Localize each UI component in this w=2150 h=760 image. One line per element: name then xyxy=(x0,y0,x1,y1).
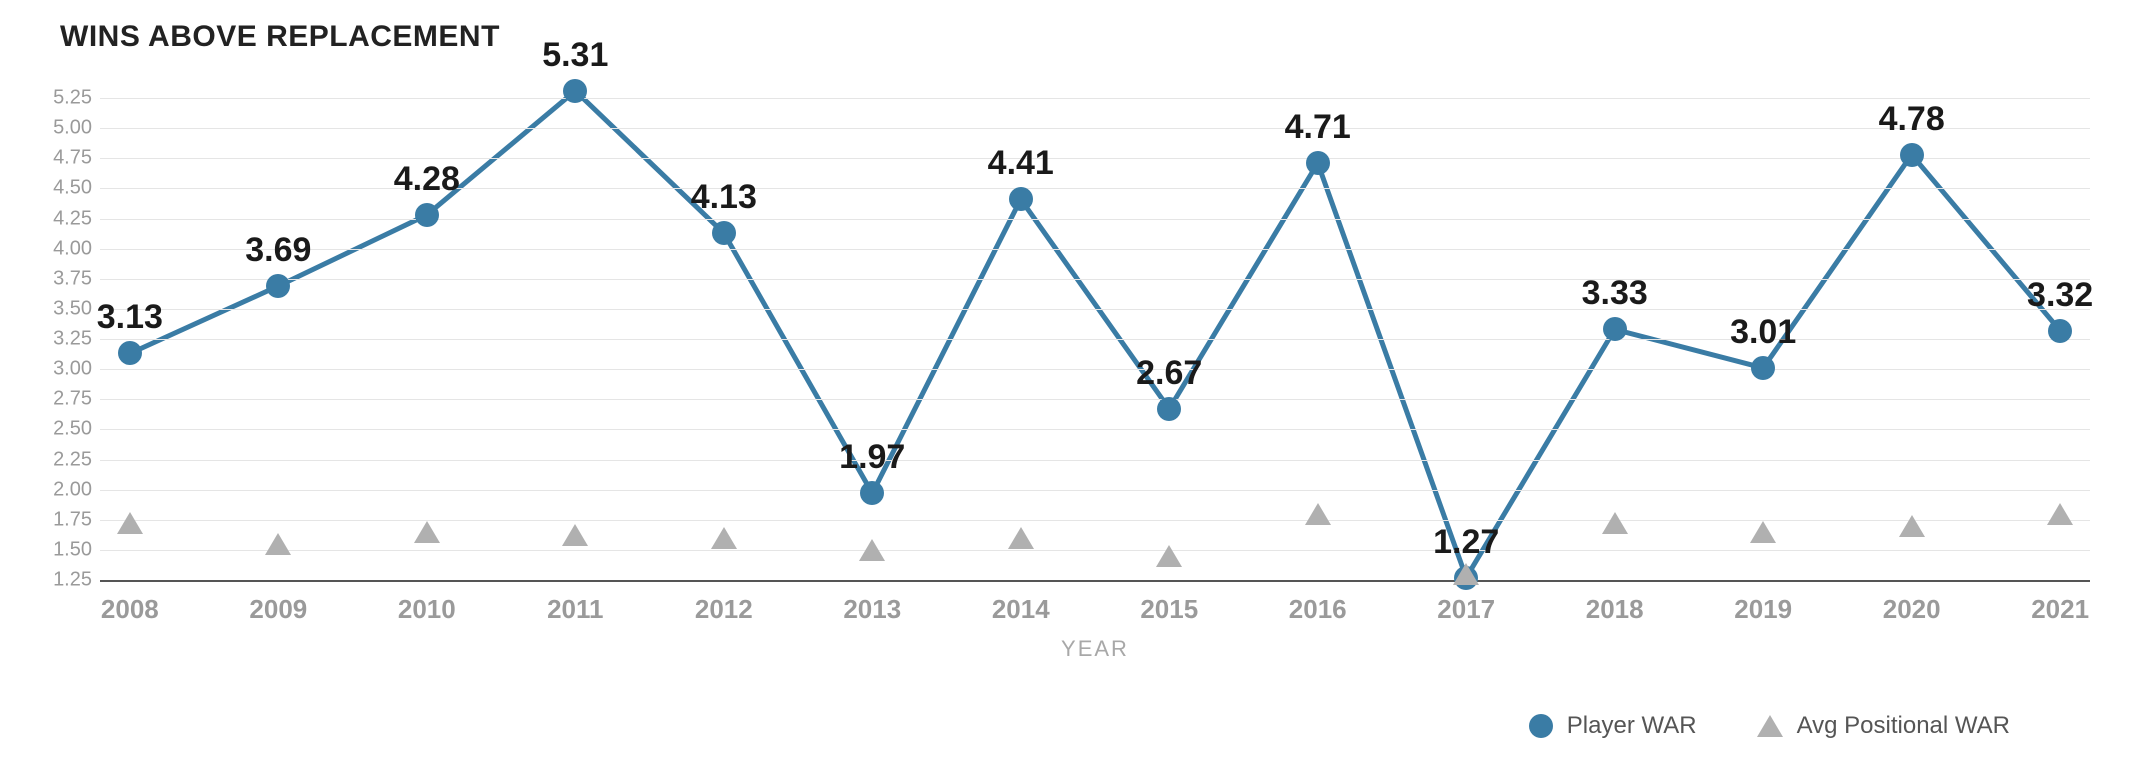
player-war-point[interactable] xyxy=(1306,151,1330,175)
player-war-point[interactable] xyxy=(860,481,884,505)
x-tick-label: 2010 xyxy=(398,580,456,625)
x-tick-label: 2013 xyxy=(843,580,901,625)
x-tick-label: 2015 xyxy=(1140,580,1198,625)
chart-plot-area: 1.251.501.752.002.252.502.753.003.253.50… xyxy=(100,80,2090,580)
gridline xyxy=(100,98,2090,99)
avg-positional-war-point[interactable] xyxy=(265,533,291,555)
x-tick-label: 2011 xyxy=(547,580,603,625)
x-tick-label: 2009 xyxy=(249,580,307,625)
gridline xyxy=(100,460,2090,461)
y-tick-label: 3.50 xyxy=(53,297,100,320)
avg-positional-war-point[interactable] xyxy=(1750,521,1776,543)
x-tick-label: 2008 xyxy=(101,580,159,625)
y-tick-label: 2.00 xyxy=(53,478,100,501)
y-tick-label: 2.50 xyxy=(53,418,100,441)
y-tick-label: 3.75 xyxy=(53,267,100,290)
gridline xyxy=(100,490,2090,491)
player-war-value-label: 3.69 xyxy=(245,231,311,270)
gridline xyxy=(100,279,2090,280)
player-war-point[interactable] xyxy=(2048,319,2072,343)
legend-label: Avg Positional WAR xyxy=(1797,712,2010,740)
y-tick-label: 1.75 xyxy=(53,508,100,531)
chart-container: WINS ABOVE REPLACEMENT 1.251.501.752.002… xyxy=(0,0,2150,760)
gridline xyxy=(100,550,2090,551)
y-tick-label: 3.00 xyxy=(53,358,100,381)
x-tick-label: 2020 xyxy=(1883,580,1941,625)
player-war-point[interactable] xyxy=(1603,317,1627,341)
y-tick-label: 2.25 xyxy=(53,448,100,471)
y-tick-label: 4.50 xyxy=(53,177,100,200)
player-war-value-label: 3.01 xyxy=(1730,313,1796,352)
gridline xyxy=(100,249,2090,250)
avg-positional-war-point[interactable] xyxy=(562,524,588,546)
gridline xyxy=(100,520,2090,521)
legend: Player WAR Avg Positional WAR xyxy=(1529,712,2010,740)
gridline xyxy=(100,429,2090,430)
legend-item-player[interactable]: Player WAR xyxy=(1529,712,1697,740)
player-war-value-label: 4.13 xyxy=(691,178,757,217)
avg-positional-war-point[interactable] xyxy=(1156,545,1182,567)
player-war-point[interactable] xyxy=(1751,356,1775,380)
y-tick-label: 1.50 xyxy=(53,538,100,561)
gridline xyxy=(100,219,2090,220)
player-war-value-label: 4.28 xyxy=(394,160,460,199)
player-war-point[interactable] xyxy=(118,341,142,365)
y-tick-label: 1.25 xyxy=(53,569,100,592)
x-tick-label: 2012 xyxy=(695,580,753,625)
gridline xyxy=(100,399,2090,400)
x-tick-label: 2021 xyxy=(2031,580,2089,625)
player-war-value-label: 3.13 xyxy=(97,298,163,337)
player-war-value-label: 3.33 xyxy=(1582,274,1648,313)
player-war-point[interactable] xyxy=(266,274,290,298)
x-tick-label: 2018 xyxy=(1586,580,1644,625)
gridline xyxy=(100,369,2090,370)
legend-item-avg[interactable]: Avg Positional WAR xyxy=(1757,712,2010,740)
x-tick-label: 2014 xyxy=(992,580,1050,625)
y-tick-label: 4.00 xyxy=(53,237,100,260)
player-war-point[interactable] xyxy=(712,221,736,245)
player-war-value-label: 5.31 xyxy=(542,36,608,75)
avg-positional-war-point[interactable] xyxy=(2047,503,2073,525)
avg-positional-war-point[interactable] xyxy=(1453,563,1479,585)
player-war-value-label: 4.41 xyxy=(988,144,1054,183)
avg-positional-war-point[interactable] xyxy=(414,521,440,543)
player-war-point[interactable] xyxy=(1157,397,1181,421)
player-war-value-label: 2.67 xyxy=(1136,354,1202,393)
player-war-point[interactable] xyxy=(563,79,587,103)
chart-title: WINS ABOVE REPLACEMENT xyxy=(60,20,2110,54)
x-tick-label: 2016 xyxy=(1289,580,1347,625)
gridline xyxy=(100,309,2090,310)
y-tick-label: 5.00 xyxy=(53,117,100,140)
avg-positional-war-point[interactable] xyxy=(117,512,143,534)
player-war-point[interactable] xyxy=(415,203,439,227)
y-tick-label: 5.25 xyxy=(53,87,100,110)
avg-positional-war-point[interactable] xyxy=(859,539,885,561)
player-war-point[interactable] xyxy=(1009,187,1033,211)
y-tick-label: 2.75 xyxy=(53,388,100,411)
y-tick-label: 3.25 xyxy=(53,328,100,351)
legend-label: Player WAR xyxy=(1567,712,1697,740)
avg-positional-war-point[interactable] xyxy=(711,527,737,549)
x-tick-label: 2019 xyxy=(1734,580,1792,625)
gridline xyxy=(100,128,2090,129)
player-war-value-label: 4.71 xyxy=(1285,108,1351,147)
triangle-icon xyxy=(1757,715,1783,737)
player-war-value-label: 4.78 xyxy=(1879,100,1945,139)
player-war-value-label: 1.97 xyxy=(839,438,905,477)
avg-positional-war-point[interactable] xyxy=(1008,527,1034,549)
y-tick-label: 4.75 xyxy=(53,147,100,170)
player-war-value-label: 1.27 xyxy=(1433,523,1499,562)
avg-positional-war-point[interactable] xyxy=(1602,512,1628,534)
player-war-point[interactable] xyxy=(1900,143,1924,167)
circle-icon xyxy=(1529,714,1553,738)
avg-positional-war-point[interactable] xyxy=(1899,515,1925,537)
player-war-value-label: 3.32 xyxy=(2027,276,2093,315)
y-tick-label: 4.25 xyxy=(53,207,100,230)
avg-positional-war-point[interactable] xyxy=(1305,503,1331,525)
x-axis-label: YEAR xyxy=(1061,636,1129,662)
